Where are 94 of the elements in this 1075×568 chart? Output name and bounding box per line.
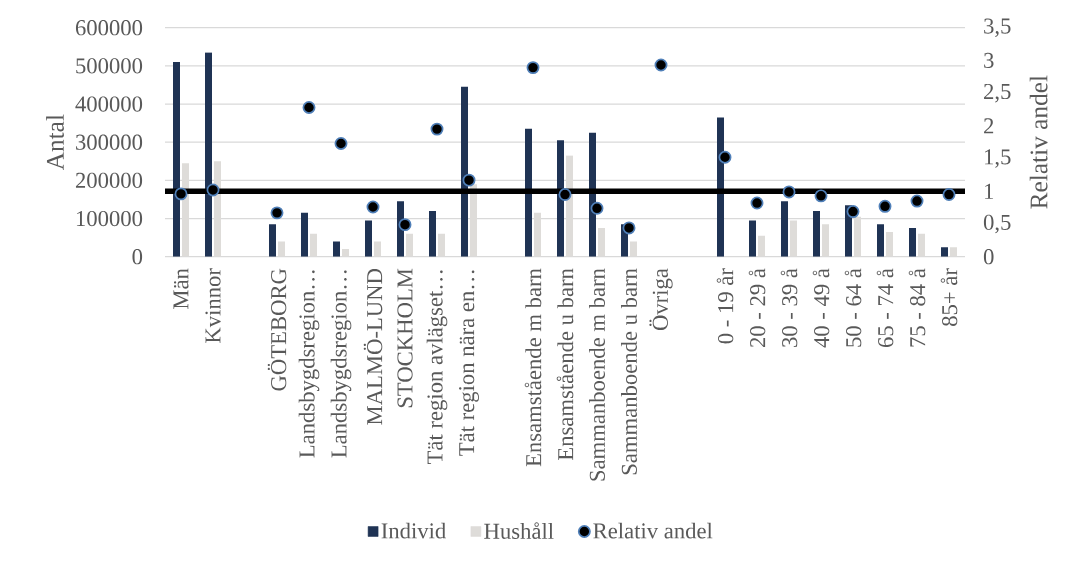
point <box>558 188 572 202</box>
bar <box>429 210 436 257</box>
y2-tick-label: 0 <box>983 249 994 265</box>
x-tick-label: Ensamstående u barn <box>556 268 574 461</box>
x-tick-label: MALMÖ-LUND <box>363 269 383 425</box>
x-tick-label: Ensamstående m barn <box>524 268 542 467</box>
y2-tick-label: 1,5 <box>985 149 1011 168</box>
bar <box>310 233 317 257</box>
y-axis-title: Antal <box>46 114 64 171</box>
x-tick-label: 0 - 19 år <box>716 268 734 344</box>
point <box>750 196 764 210</box>
point <box>846 205 860 219</box>
bar <box>598 228 605 257</box>
legend-label: Individ <box>381 522 446 539</box>
y2-tick-label: 1 <box>985 183 994 199</box>
y-tick-label: 400000 <box>75 96 143 112</box>
y2-tick-label: 2 <box>984 118 994 134</box>
y2-tick-label: 3 <box>984 52 994 69</box>
point <box>878 199 892 213</box>
point <box>334 137 348 150</box>
bar <box>374 241 381 257</box>
y-tick-label: 100000 <box>76 210 143 227</box>
x-tick-label: GÖTEBORG <box>267 268 287 391</box>
point <box>302 101 316 114</box>
x-tick-label: 85+ år <box>940 268 958 326</box>
y-tick-label: 200000 <box>75 172 143 189</box>
x-tick-label: 75 - 84 å <box>908 268 926 347</box>
bar <box>205 52 212 257</box>
point <box>942 188 956 202</box>
bar <box>333 241 340 257</box>
x-tick-label: 65 - 74 å <box>876 268 894 348</box>
bar <box>813 210 820 257</box>
x-tick-label: Sammanboende m barn <box>589 268 605 481</box>
bar <box>365 220 372 257</box>
x-tick-label: Övriga <box>649 268 673 331</box>
bar <box>941 247 949 257</box>
bar <box>173 62 180 257</box>
x-tick-label: Tät region nära en… <box>459 270 479 456</box>
y-tick-label: 600000 <box>75 20 143 36</box>
y2-tick-label: 0,5 <box>983 214 1011 234</box>
bar <box>278 241 285 257</box>
point <box>718 150 732 164</box>
bar <box>461 86 468 257</box>
y-tick-label: 0 <box>132 249 143 265</box>
legend-label: Hushåll <box>484 522 554 539</box>
point <box>622 221 636 235</box>
bar <box>406 233 413 257</box>
y-tick-label: 500000 <box>76 58 143 74</box>
bar <box>269 224 276 257</box>
point <box>398 218 412 232</box>
point <box>366 200 380 214</box>
point <box>270 206 284 220</box>
x-tick-label: Sammanboende u barn <box>621 268 637 475</box>
bar <box>758 235 766 257</box>
bar <box>822 224 830 257</box>
x-tick-label: 40 - 49 å <box>812 268 830 348</box>
point <box>782 185 796 199</box>
bar <box>781 201 788 257</box>
point <box>206 183 220 197</box>
y-tick-label: 300000 <box>76 134 143 150</box>
point <box>430 122 444 136</box>
bar <box>717 117 724 257</box>
point <box>910 194 924 208</box>
bar <box>886 231 894 257</box>
x-tick-label: Landsbygdsregion… <box>330 270 352 458</box>
bar <box>749 220 756 257</box>
point <box>526 61 540 75</box>
y2-tick-label: 2,5 <box>984 83 1011 103</box>
point <box>814 189 828 203</box>
bar <box>630 241 637 257</box>
y2-axis-title: Relativ andel <box>1029 75 1048 209</box>
point <box>174 187 188 201</box>
x-tick-label: Tät region avlägset… <box>426 270 448 465</box>
legend-label: Relativ andel <box>593 522 713 539</box>
x-tick-label: STOCKHOLM <box>397 268 413 408</box>
y2-tick-label: 3,5 <box>984 18 1011 37</box>
x-tick-label: Kvinnor <box>205 268 221 343</box>
bar <box>918 233 926 257</box>
point <box>462 173 476 187</box>
x-tick-label: 20 - 29 å <box>748 268 766 348</box>
bar <box>909 228 917 257</box>
bar <box>877 224 884 257</box>
x-tick-label: 50 - 64 å <box>844 268 862 347</box>
bar <box>557 140 564 257</box>
bar <box>525 128 532 257</box>
x-tick-label: Män <box>173 268 189 309</box>
x-tick-label: 30 - 39 å <box>780 268 798 347</box>
point <box>654 58 668 72</box>
bar <box>950 247 957 257</box>
x-tick-label: Landsbygdsregion… <box>298 270 320 458</box>
point <box>590 201 604 215</box>
bar <box>301 212 308 257</box>
bar <box>342 249 349 257</box>
bar <box>438 233 445 257</box>
